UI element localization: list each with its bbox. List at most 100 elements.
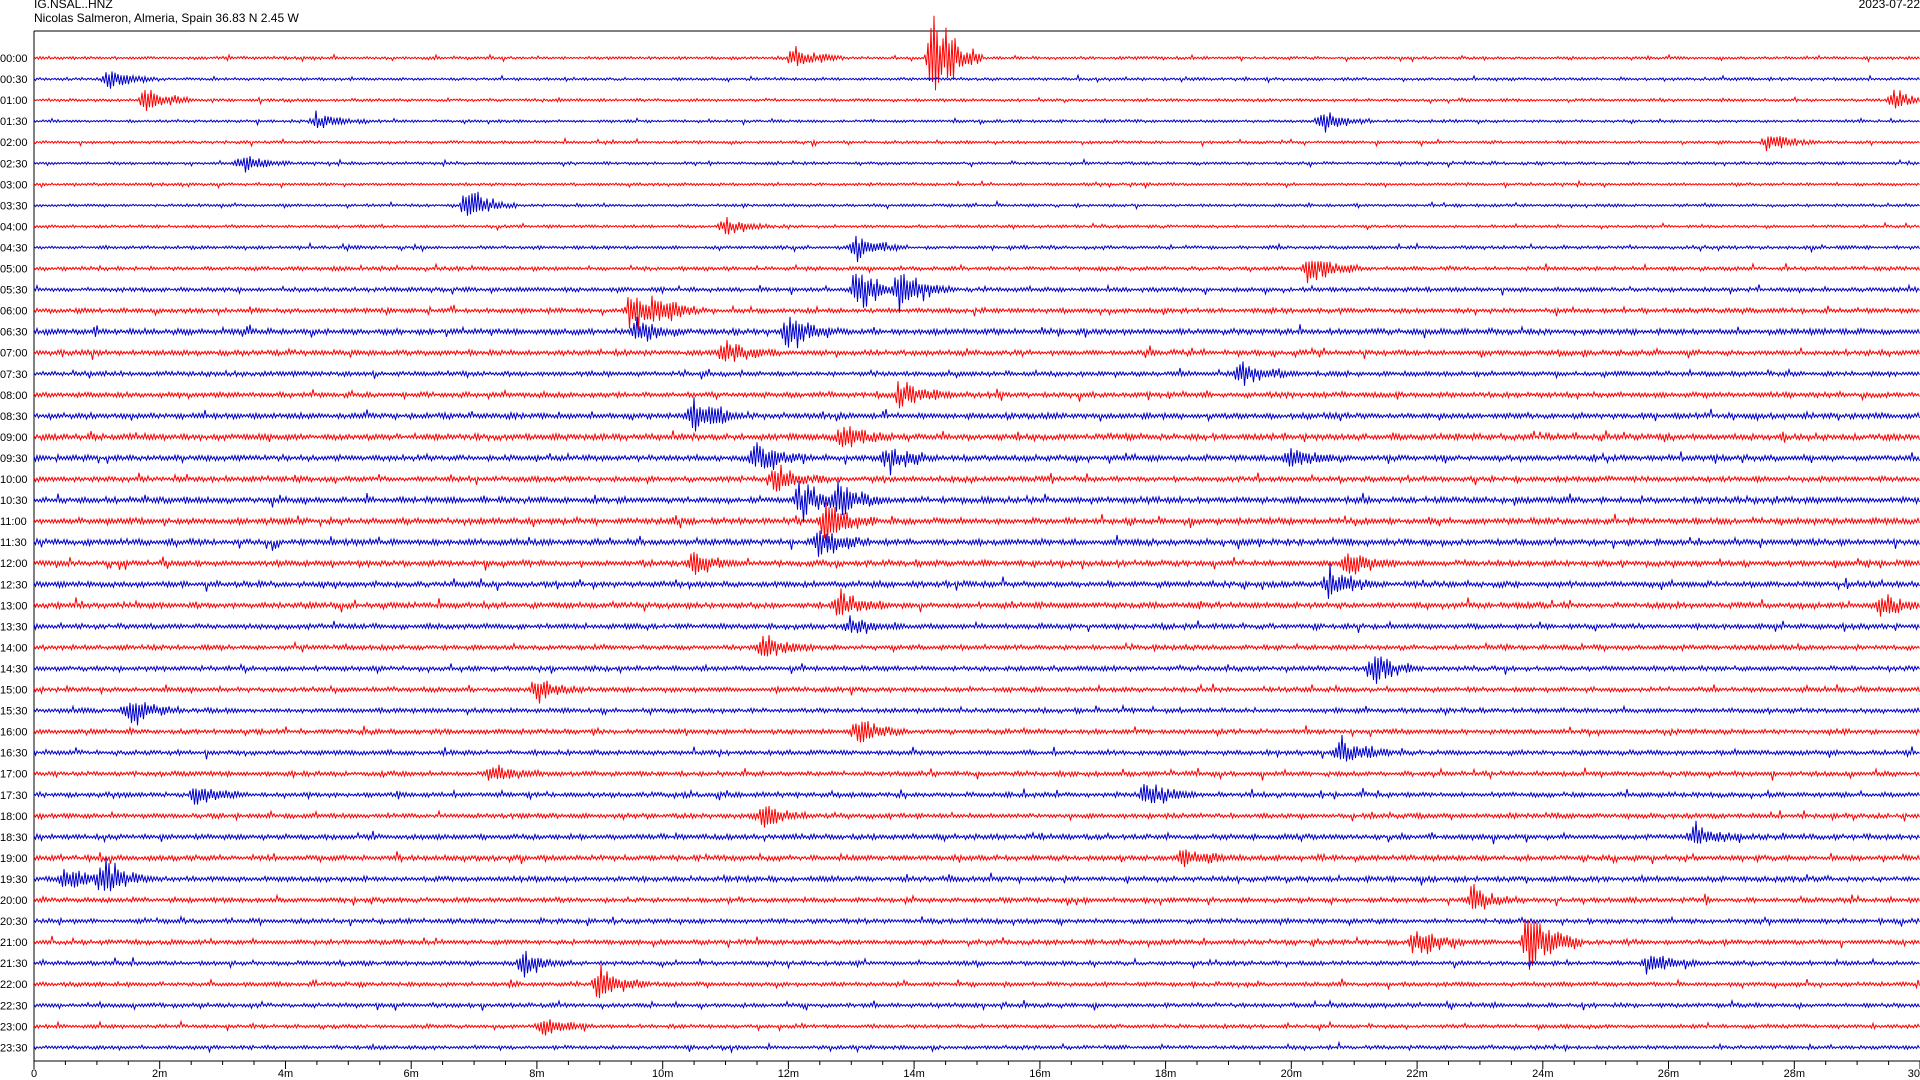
row-time-label: 21:30 xyxy=(0,958,28,970)
row-time-label: 19:30 xyxy=(0,874,28,886)
row-time-label: 03:30 xyxy=(0,200,28,212)
trace-row-1830 xyxy=(33,820,1920,845)
row-time-label: 22:00 xyxy=(0,979,28,991)
trace-row-1700 xyxy=(33,764,1920,781)
x-tick-label: 28m xyxy=(1784,1068,1805,1080)
trace-row-0400 xyxy=(33,217,1920,235)
trace-row-2000 xyxy=(33,883,1920,910)
row-time-label: 08:30 xyxy=(0,411,28,423)
row-time-label: 11:30 xyxy=(0,537,27,549)
trace-row-1100 xyxy=(33,502,1920,544)
trace-row-1300 xyxy=(33,588,1920,617)
trace-row-0030 xyxy=(33,71,1920,89)
trace-row-0430 xyxy=(33,235,1920,263)
row-time-label: 07:30 xyxy=(0,369,28,381)
trace-row-1630 xyxy=(33,734,1920,762)
row-time-label: 11:00 xyxy=(0,516,27,528)
record-date: 2023-07-22 xyxy=(1858,0,1920,11)
trace-row-1430 xyxy=(33,656,1920,684)
x-tick-label: 18m xyxy=(1155,1068,1176,1080)
trace-row-0200 xyxy=(33,136,1920,152)
row-time-label: 16:30 xyxy=(0,748,28,760)
row-time-label: 09:00 xyxy=(0,432,28,444)
row-time-label: 20:00 xyxy=(0,895,28,907)
row-time-label: 04:30 xyxy=(0,243,28,255)
row-time-label: 17:00 xyxy=(0,769,28,781)
trace-row-2300 xyxy=(33,1019,1920,1036)
trace-row-2330 xyxy=(33,1040,1920,1054)
trace-row-2130 xyxy=(33,950,1920,978)
row-time-label: 17:30 xyxy=(0,790,28,802)
row-time-label: 23:00 xyxy=(0,1021,28,1033)
row-time-label: 18:00 xyxy=(0,811,28,823)
x-tick-label: 6m xyxy=(404,1068,419,1080)
trace-row-0830 xyxy=(33,397,1920,432)
row-time-label: 12:30 xyxy=(0,579,28,591)
trace-row-0300 xyxy=(33,179,1920,190)
trace-row-0330 xyxy=(33,191,1920,216)
trace-row-1130 xyxy=(33,530,1920,557)
trace-row-1600 xyxy=(33,720,1920,743)
x-tick-label: 30 xyxy=(1908,1068,1920,1080)
row-time-label: 05:00 xyxy=(0,264,28,276)
trace-row-0230 xyxy=(33,156,1920,173)
row-time-label: 00:30 xyxy=(0,74,28,86)
row-time-label: 21:00 xyxy=(0,937,28,949)
row-label-group: 00:00 00:30 01:00 01:30 02:00 02:30 03:00 03:30… xyxy=(0,53,28,1054)
trace-row-0500 xyxy=(33,260,1920,284)
trace-row-0600 xyxy=(33,295,1920,330)
station-location: Nicolas Salmeron, Almeria, Spain 36.83 N… xyxy=(34,11,299,25)
row-time-label: 13:30 xyxy=(0,621,28,633)
x-tick-label: 0 xyxy=(31,1068,37,1080)
row-time-label: 06:30 xyxy=(0,327,28,339)
row-time-label: 05:30 xyxy=(0,285,28,297)
row-time-label: 00:00 xyxy=(0,53,28,65)
x-tick-label: 14m xyxy=(903,1068,924,1080)
row-time-label: 14:00 xyxy=(0,642,28,654)
trace-row-2030 xyxy=(33,914,1920,927)
trace-row-1400 xyxy=(33,634,1920,657)
x-tick-label: 22m xyxy=(1406,1068,1427,1080)
row-time-label: 23:30 xyxy=(0,1042,28,1054)
trace-row-1330 xyxy=(33,615,1920,634)
row-time-label: 10:30 xyxy=(0,495,28,507)
row-time-label: 01:30 xyxy=(0,116,28,128)
trace-row-1030 xyxy=(33,480,1920,523)
row-time-label: 08:00 xyxy=(0,390,28,402)
x-tick-label: 16m xyxy=(1029,1068,1050,1080)
trace-row-1930 xyxy=(33,858,1920,892)
row-time-label: 03:00 xyxy=(0,179,28,191)
row-time-label: 02:00 xyxy=(0,137,28,149)
row-time-label: 02:30 xyxy=(0,158,28,170)
trace-row-0130 xyxy=(33,110,1920,133)
trace-row-0000 xyxy=(33,15,1920,91)
trace-row-0100 xyxy=(33,89,1920,111)
x-tick-label: 24m xyxy=(1532,1068,1553,1080)
trace-row-1500 xyxy=(33,680,1920,704)
row-time-label: 15:00 xyxy=(0,685,28,697)
row-time-label: 13:00 xyxy=(0,600,28,612)
trace-row-0730 xyxy=(33,361,1920,386)
row-time-label: 07:00 xyxy=(0,348,28,360)
trace-row-1730 xyxy=(33,783,1920,805)
row-time-label: 22:30 xyxy=(0,1000,28,1012)
trace-row-0900 xyxy=(33,426,1920,448)
row-time-label: 10:00 xyxy=(0,474,28,486)
row-time-label: 04:00 xyxy=(0,221,28,233)
trace-row-0930 xyxy=(33,442,1920,476)
x-tick-label: 4m xyxy=(278,1068,293,1080)
trace-row-1200 xyxy=(33,552,1920,575)
trace-row-1230 xyxy=(33,563,1920,599)
row-time-label: 16:00 xyxy=(0,727,28,739)
row-time-label: 09:30 xyxy=(0,453,28,465)
trace-row-2200 xyxy=(33,964,1920,999)
trace-row-1800 xyxy=(33,805,1920,828)
row-time-label: 01:00 xyxy=(0,95,28,107)
row-time-label: 06:00 xyxy=(0,306,28,318)
x-tick-label: 8m xyxy=(529,1068,544,1080)
trace-row-1000 xyxy=(33,464,1920,492)
station-id: IG.NSAL..HNZ xyxy=(34,0,113,11)
x-tick-label: 20m xyxy=(1281,1068,1302,1080)
trace-row-0700 xyxy=(33,340,1920,362)
